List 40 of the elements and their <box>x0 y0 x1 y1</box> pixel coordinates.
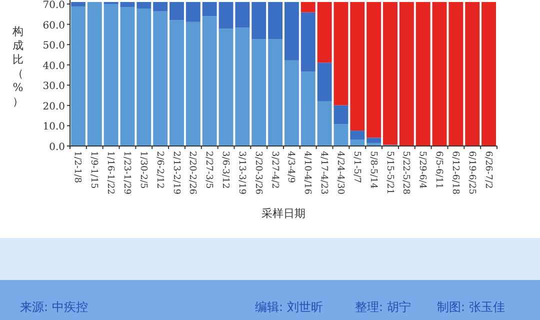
x-tick-label: 2/20-2/26 <box>187 151 198 195</box>
y-tick-label: 60.0 <box>42 20 65 32</box>
x-tick-label: 1/9-1/15 <box>88 151 99 190</box>
text: 制图: 张玉佳 <box>437 300 505 314</box>
x-tick-label: 4/17-4/23 <box>318 151 329 195</box>
x-tick-label: 6/5-6/11 <box>434 151 444 189</box>
x-tick-label: 5/1-5/7 <box>351 151 362 184</box>
x-tick-label: 4/10-4/16 <box>302 151 312 195</box>
x-tick-label: 5/22-5/28 <box>400 151 411 195</box>
y-tick-label: 70.0 <box>42 0 65 12</box>
x-tick-label: 1/16-1/22 <box>105 151 116 194</box>
x-tick-label: 2/13-2/19 <box>170 151 181 195</box>
x-tick-label: 4/3-4/9 <box>286 151 296 184</box>
x-tick-label: 1/30-2/5 <box>138 151 148 190</box>
y-tick-label: 10.0 <box>42 122 65 133</box>
x-tick-label: 6/19-6/25 <box>466 151 476 195</box>
x-tick-label: 1/2-1/8 <box>72 151 82 184</box>
x-tick-label: 6/26-7/2 <box>482 151 493 189</box>
text: 编辑: 刘世昕 <box>255 300 323 314</box>
x-tick-label: 3/27-4/2 <box>269 151 280 189</box>
y-axis-title: 构成比（%） <box>12 25 24 108</box>
y-tick-label: 40.0 <box>42 60 65 72</box>
x-tick-label: 1/23-1/29 <box>121 151 132 195</box>
x-tick-label: 2/6-2/12 <box>154 151 164 189</box>
x-tick-label: 3/6-3/12 <box>220 151 230 189</box>
x-tick-label: 2/27-3/5 <box>204 151 214 190</box>
x-tick-label: 3/20-3/26 <box>252 151 263 195</box>
y-tick-label: 50.0 <box>42 40 65 52</box>
y-tick-label: 30.0 <box>42 81 65 92</box>
y-tick-label: 0.0 <box>49 142 65 153</box>
x-tick-label: 6/12-6/18 <box>450 151 460 195</box>
y-tick-label: 20.0 <box>42 101 65 112</box>
x-tick-label: 5/15-5/21 <box>384 151 394 194</box>
source-note: 来源: 中疾控 <box>20 300 88 314</box>
text: 整理: 胡宁 <box>355 300 411 314</box>
x-tick-label: 4/24-4/30 <box>334 151 345 195</box>
x-tick-label: 5/29-6/4 <box>417 151 428 190</box>
x-tick-label: 5/8-5/14 <box>368 151 378 190</box>
x-tick-label: 3/13-3/19 <box>236 151 246 195</box>
x-axis-title: 采样日期 <box>262 207 306 220</box>
